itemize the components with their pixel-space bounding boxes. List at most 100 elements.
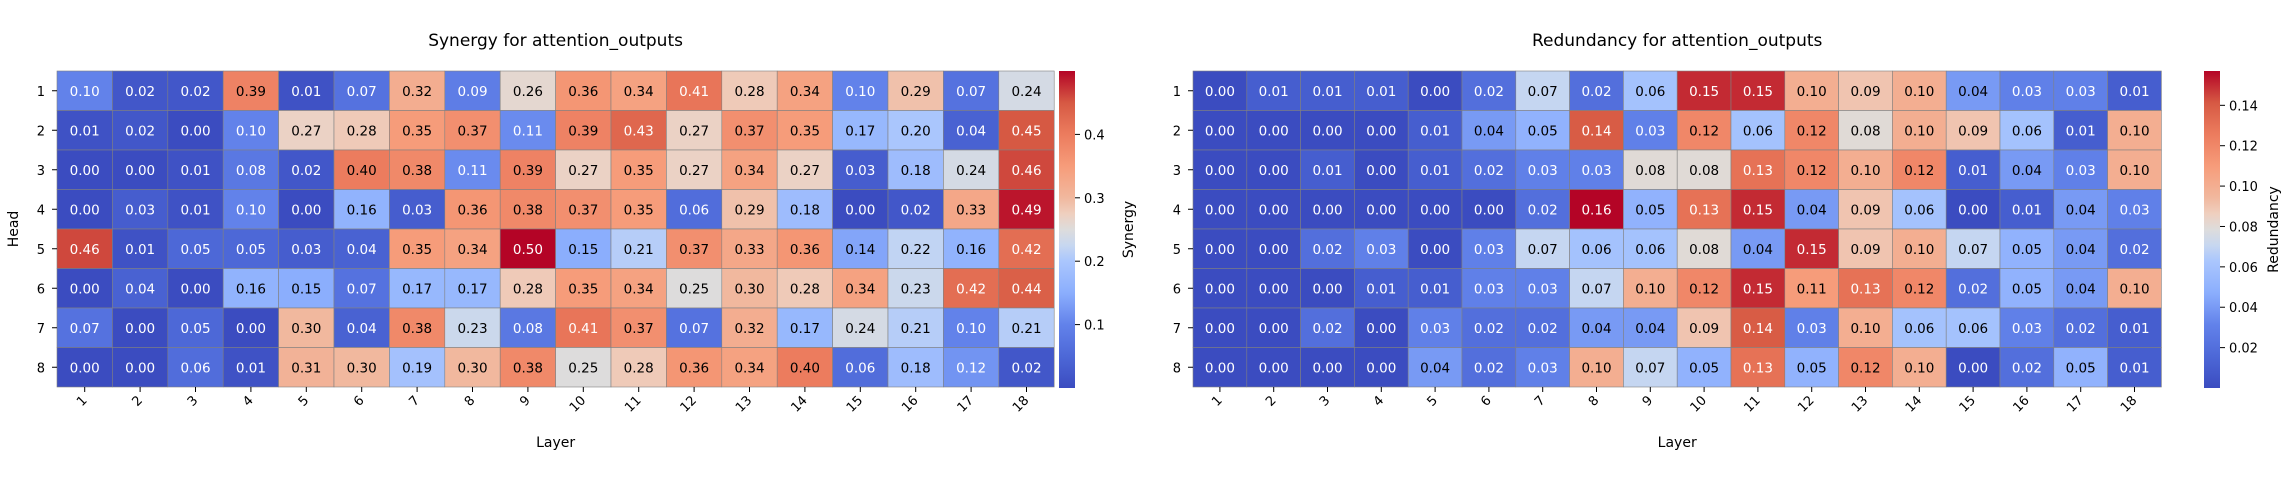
heatmap-cell	[56, 228, 113, 269]
cell-value-label: 0.12	[956, 360, 986, 376]
cell-value-label: 0.00	[1312, 123, 1342, 139]
x-tick-label: 13	[733, 393, 755, 415]
heatmap-cell	[943, 70, 1000, 111]
cell-value-label: 0.05	[2066, 360, 2096, 376]
cell-value-label: 0.22	[901, 242, 931, 258]
cell-value-label: 0.10	[1581, 360, 1611, 376]
cell-value-label: 0.01	[1958, 163, 1988, 179]
heatmap-cell	[1623, 70, 1678, 111]
heatmap-cell	[555, 70, 612, 111]
heatmap-cell	[1246, 70, 1301, 111]
heatmap-cell	[887, 228, 944, 269]
cell-value-label: 0.08	[1689, 242, 1719, 258]
cell-value-label: 0.36	[790, 242, 820, 258]
cell-value-label: 0.00	[1420, 84, 1450, 100]
cell-value-label: 0.00	[1958, 202, 1988, 218]
x-tick-label: 9	[1640, 393, 1656, 409]
heatmap-cell	[721, 228, 778, 269]
heatmap-cell	[1730, 307, 1786, 348]
cell-value-label: 0.31	[291, 360, 321, 376]
heatmap-cell	[2107, 189, 2162, 230]
cell-value-label: 0.39	[568, 123, 598, 139]
heatmap-cell	[1623, 110, 1678, 151]
heatmap-cell	[1461, 268, 1517, 309]
cell-value-label: 0.00	[1312, 202, 1342, 218]
cell-value-label: 0.01	[1312, 84, 1342, 100]
heatmap-cell	[1515, 268, 1570, 309]
y-tick-label: 8	[37, 361, 45, 376]
heatmap-cell	[1730, 347, 1786, 388]
heatmap-cell	[721, 110, 778, 151]
heatmap-cell	[1784, 110, 1839, 151]
cell-value-label: 0.04	[1635, 321, 1665, 337]
cell-value-label: 0.01	[1420, 163, 1450, 179]
heatmap-cell	[1300, 228, 1355, 269]
heatmap-cell	[943, 268, 1000, 309]
heatmap-cell	[1730, 149, 1786, 190]
cell-value-label: 0.16	[956, 242, 986, 258]
heatmap-cell	[2053, 228, 2108, 269]
heatmap-cell	[2053, 307, 2108, 348]
y-axis-label: Head	[6, 211, 22, 248]
heatmap-cell	[1945, 307, 2001, 348]
cell-value-label: 0.28	[624, 360, 654, 376]
cell-value-label: 0.02	[125, 84, 155, 100]
x-tick-label: 18	[1010, 393, 1032, 415]
y-tick-label: 3	[1173, 164, 1181, 179]
heatmap-cell	[389, 307, 446, 348]
cell-value-label: 0.00	[70, 202, 100, 218]
heatmap-cell	[56, 110, 113, 151]
heatmap-cell	[2107, 110, 2162, 151]
cell-value-label: 0.30	[457, 360, 487, 376]
heatmap-cell	[389, 189, 446, 230]
heatmap-cell	[776, 189, 833, 230]
heatmap-cell	[2107, 149, 2162, 190]
heatmap-cell	[666, 189, 723, 230]
x-tick-label: 5	[296, 393, 312, 409]
cell-value-label: 0.01	[180, 163, 210, 179]
x-tick-label: 7	[406, 393, 422, 409]
cell-value-label: 0.06	[1635, 242, 1665, 258]
cell-value-label: 0.09	[1850, 84, 1880, 100]
cell-value-label: 0.00	[1205, 202, 1235, 218]
cell-value-label: 0.04	[956, 123, 986, 139]
cell-value-label: 0.03	[125, 202, 155, 218]
cell-value-label: 0.09	[1850, 242, 1880, 258]
x-tick-label: 14	[1903, 393, 1925, 415]
cell-value-label: 0.11	[457, 163, 487, 179]
cell-value-label: 0.01	[70, 123, 100, 139]
cell-value-label: 0.00	[70, 281, 100, 297]
cell-value-label: 0.03	[1366, 242, 1396, 258]
heatmap-cell	[1354, 189, 1409, 230]
cell-value-label: 0.15	[1743, 281, 1773, 297]
x-tick-label: 8	[1586, 393, 1602, 409]
cell-value-label: 0.15	[1689, 84, 1719, 100]
cell-value-label: 0.04	[2066, 281, 2096, 297]
heatmap-cell	[666, 149, 723, 190]
cell-value-label: 0.41	[679, 84, 709, 100]
heatmap-cell	[1300, 149, 1355, 190]
cell-value-label: 0.12	[1904, 163, 1934, 179]
heatmap-cell	[1515, 149, 1570, 190]
heatmap-cell	[776, 268, 833, 309]
chart-title: Synergy for attention_outputs	[428, 31, 683, 51]
heatmap-cell	[167, 70, 224, 111]
heatmap-cell	[56, 347, 113, 388]
cell-value-label: 0.35	[790, 123, 820, 139]
cell-value-label: 0.32	[734, 321, 764, 337]
x-tick-label: 2	[1263, 393, 1279, 409]
heatmap-cell	[1999, 347, 2055, 388]
cell-value-label: 0.10	[845, 84, 875, 100]
cell-value-label: 0.28	[513, 281, 543, 297]
colorbar-tick-label: 0.2	[1084, 255, 1105, 270]
cell-value-label: 0.00	[1366, 321, 1396, 337]
heatmap-cell	[1730, 228, 1786, 269]
cell-value-label: 0.03	[2012, 84, 2042, 100]
heatmap-cell	[1999, 70, 2055, 111]
heatmap-cell	[56, 268, 113, 309]
heatmap-cell	[666, 347, 723, 388]
heatmap-cell	[943, 110, 1000, 151]
heatmap-cell	[222, 149, 279, 190]
cell-value-label: 0.27	[679, 123, 709, 139]
heatmap-cell	[1784, 268, 1839, 309]
